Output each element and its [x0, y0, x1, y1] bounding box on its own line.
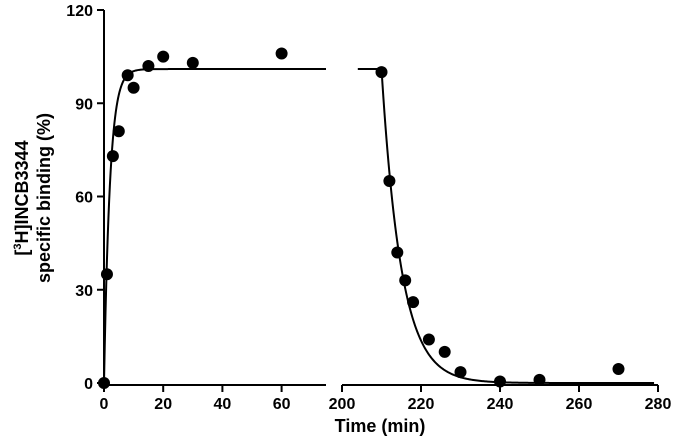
- y-axis-title-prefix: [: [12, 250, 32, 256]
- ticks: 0 30 60 90 120 0 20 40 60 200 220 240 260 280: [66, 3, 671, 413]
- data-point: [157, 50, 170, 63]
- data-point: [375, 66, 388, 79]
- y-tick-label: 120: [66, 3, 93, 20]
- x-tick-label: 280: [645, 396, 672, 413]
- data-point: [438, 345, 451, 358]
- data-point: [112, 125, 125, 138]
- x-axis-title: Time (min): [335, 416, 426, 436]
- x-tick-label: 20: [154, 396, 172, 413]
- x-tick-label: 260: [566, 396, 593, 413]
- y-tick-label: 90: [75, 96, 93, 113]
- data-point: [454, 366, 467, 379]
- y-axis-title-line2: specific binding (%): [34, 113, 54, 283]
- data-point: [106, 150, 119, 163]
- association-fit-curve: [103, 68, 326, 384]
- data-point: [422, 333, 435, 346]
- x-tick-label: 200: [329, 396, 356, 413]
- y-axis-title-line1: [3H]INCB3344: [12, 140, 32, 255]
- data-point: [399, 274, 412, 287]
- data-point: [127, 81, 140, 94]
- data-points: [98, 47, 625, 389]
- x-tick-label: 240: [487, 396, 514, 413]
- y-axis-title-suffix: H]INCB3344: [12, 140, 32, 243]
- data-point: [383, 174, 396, 187]
- y-tick-label: 60: [75, 190, 93, 207]
- data-point: [391, 246, 404, 259]
- data-point: [612, 363, 625, 376]
- x-tick-label: 220: [408, 396, 435, 413]
- y-axis-title-superscript: 3: [12, 243, 24, 249]
- data-point: [533, 373, 546, 386]
- fit-curves: [103, 68, 655, 384]
- data-point: [121, 69, 134, 82]
- data-point: [407, 296, 420, 309]
- data-point: [494, 375, 506, 388]
- y-tick-label: 30: [75, 283, 93, 300]
- data-point: [186, 56, 199, 69]
- data-point: [275, 47, 288, 60]
- dissociation-fit-curve: [357, 68, 655, 384]
- x-tick-label: 40: [214, 396, 232, 413]
- axis-titles: Time (min) [3H]INCB3344 specific binding…: [12, 113, 425, 436]
- y-tick-label: 0: [84, 376, 93, 393]
- data-point: [142, 59, 155, 72]
- x-tick-label: 60: [273, 396, 291, 413]
- x-tick-label: 0: [100, 396, 109, 413]
- data-point: [100, 268, 113, 281]
- data-point: [98, 377, 110, 389]
